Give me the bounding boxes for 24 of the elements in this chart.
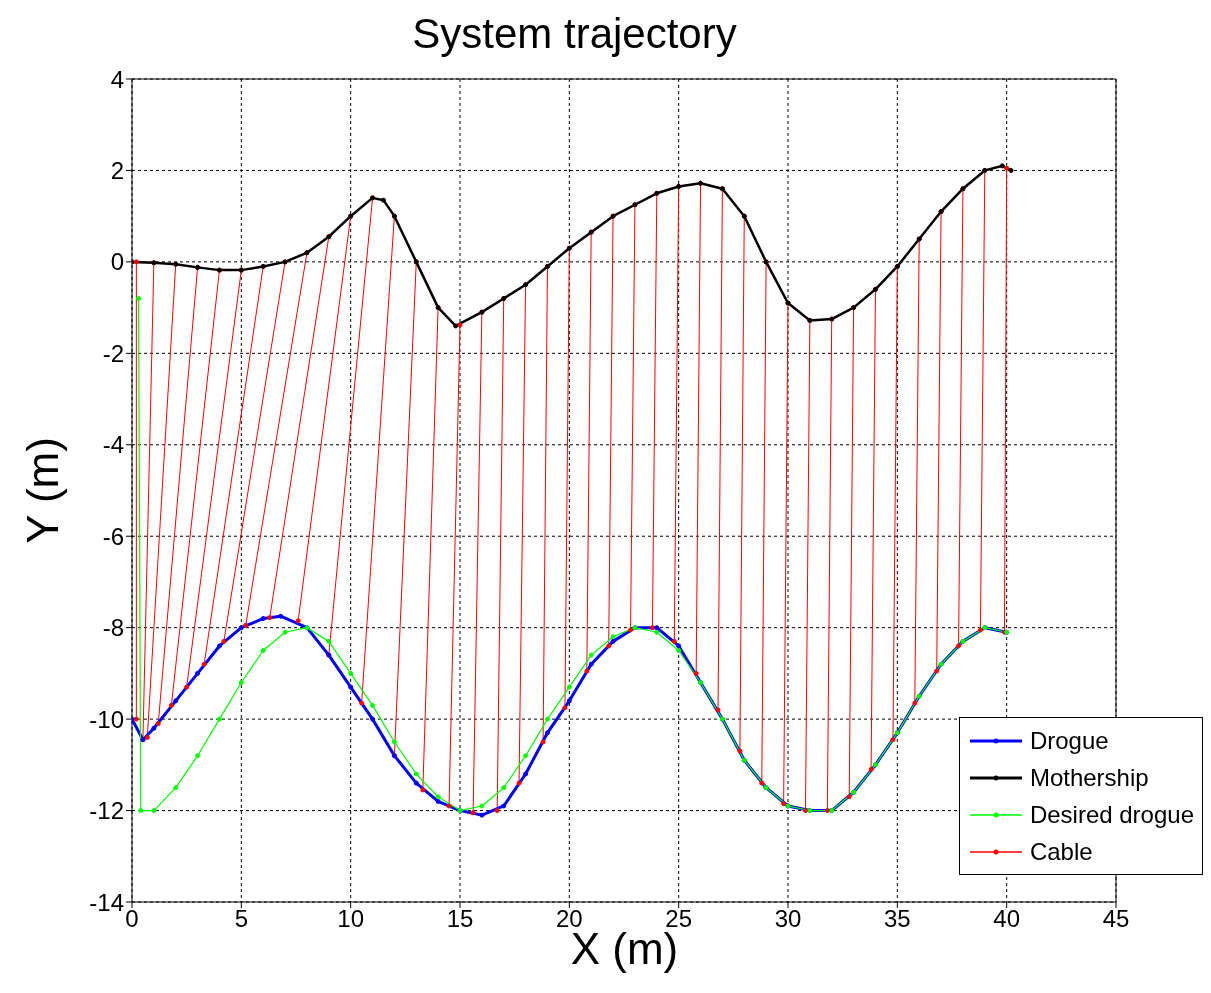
y-tick-label: -6 xyxy=(102,522,124,550)
x-tick-label: 45 xyxy=(1102,905,1130,933)
y-tick-label: -8 xyxy=(102,614,124,642)
x-tick-label: 5 xyxy=(234,905,249,933)
x-tick-label: 30 xyxy=(774,905,802,933)
y-tick-label: -2 xyxy=(102,339,124,367)
y-tick-label: -10 xyxy=(89,705,124,733)
x-tick-label: 40 xyxy=(993,905,1021,933)
x-tick-label: 35 xyxy=(883,905,911,933)
y-tick-label: -4 xyxy=(102,431,124,459)
y-tick-label: -14 xyxy=(89,888,124,916)
y-tick-label: 4 xyxy=(110,65,124,93)
x-tick-label: 10 xyxy=(337,905,365,933)
y-axis-title: Y (m) xyxy=(17,437,67,544)
legend-label: Cable xyxy=(1029,837,1093,867)
y-tick-label: -12 xyxy=(89,797,124,825)
y-tick-label: 2 xyxy=(110,156,124,184)
x-tick-label: 25 xyxy=(665,905,693,933)
y-tick-label: 0 xyxy=(110,248,124,276)
chart-title: System trajectory xyxy=(411,10,738,58)
legend-label: Drogue xyxy=(1029,726,1109,756)
legend-label: Mothership xyxy=(1029,763,1149,793)
legend-label: Desired drogue xyxy=(1029,800,1194,830)
x-tick-label: 15 xyxy=(446,905,474,933)
